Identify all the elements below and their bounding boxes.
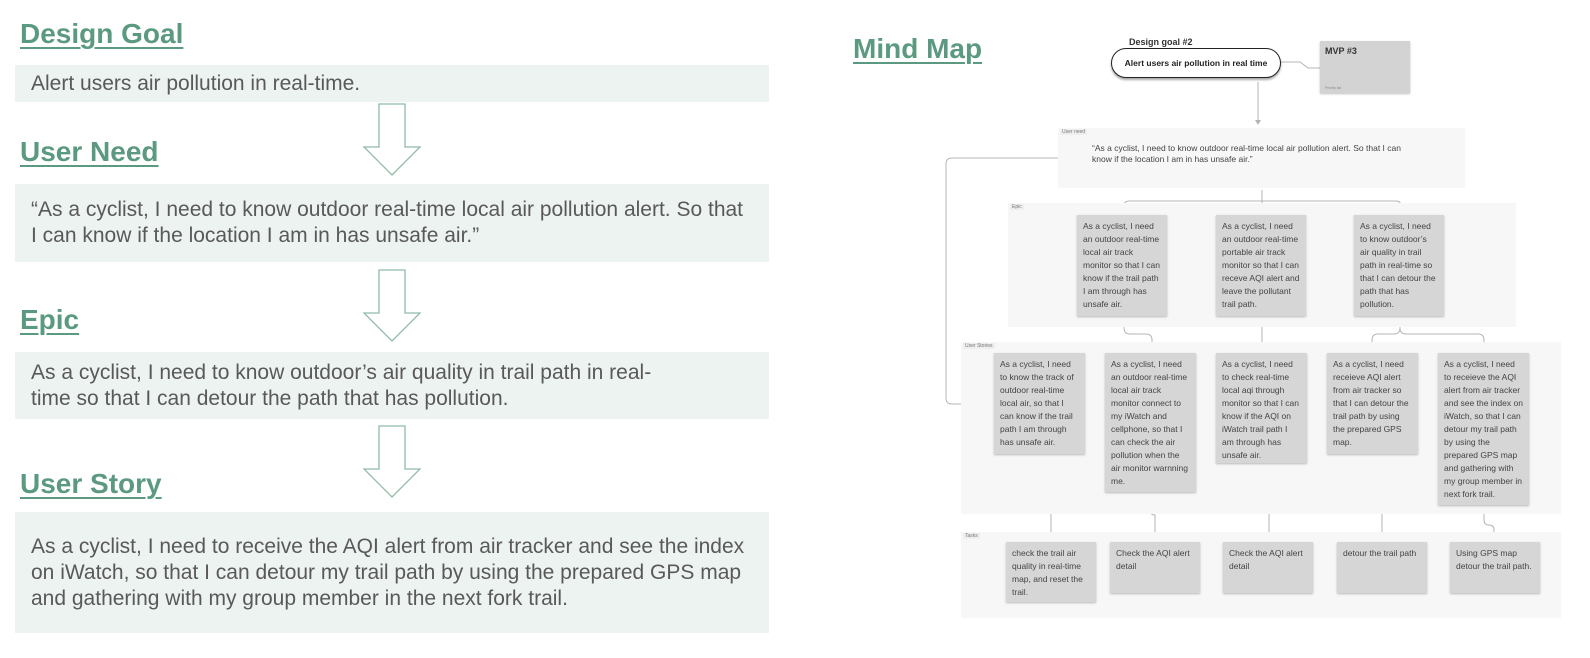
mind-map-goal-text: Alert users air pollution in real time [1124,58,1268,68]
epic-tag: Epic [1010,204,1024,210]
mvp-card: MVP #3 Priority list [1320,41,1410,93]
task-card: Check the AQI alert detail [1110,542,1200,593]
user-story-box: As a cyclist, I need to receive the AQI … [15,512,769,633]
mind-map-user-need-text: “As a cyclist, I need to know outdoor re… [1092,143,1401,164]
design-goal-text: Alert users air pollution in real-time. [31,71,361,95]
task-card: Check the AQI alert detail [1223,542,1313,593]
user-story-heading: User Story [20,468,162,499]
task-card: Using GPS map detour the trail path. [1450,542,1540,593]
design-goal-heading: Design Goal [20,18,184,49]
mind-map-heading: Mind Map [853,33,983,64]
task-card: detour the trail path [1337,542,1427,593]
epic-text: As a cyclist, I need to know outdoor’s a… [31,360,652,410]
task-card: check the trail air quality in real-time… [1006,542,1096,602]
user-story-card: As a cyclist, I need to receieve the AQI… [1438,353,1529,505]
epic-box: As a cyclist, I need to know outdoor’s a… [15,352,769,419]
mvp-sub: Priority list [1325,86,1342,90]
epic-card: As a cyclist, I need to know outdoor’s a… [1354,215,1444,316]
user-story-card: As a cyclist, I need to know the track o… [994,353,1085,454]
user-need-heading: User Need [20,136,159,167]
user-need-box: “As a cyclist, I need to know outdoor re… [15,184,769,262]
user-story-text: As a cyclist, I need to receive the AQI … [31,534,745,610]
epic-card: As a cyclist, I need an outdoor real-tim… [1077,215,1167,316]
epic-heading: Epic [20,304,80,335]
mvp-label: MVP #3 [1325,46,1357,56]
user-story-card: As a cyclist, I need an outdoor real-tim… [1105,353,1196,492]
down-arrow-icon [363,425,421,498]
mind-map-goal-label: Design goal #2 [1129,37,1193,47]
design-goal-box: Alert users air pollution in real-time. [15,65,769,102]
mind-map-goal-pill: Alert users air pollution in real time [1111,48,1281,78]
down-arrow-icon [363,103,421,176]
tasks-tag: Tasks [963,533,980,539]
down-arrow-icon [363,269,421,342]
user-need-text: “As a cyclist, I need to know outdoor re… [31,198,744,247]
user-story-card: As a cyclist, I need receieve AQI alert … [1327,353,1418,454]
user-story-card: As a cyclist, I need to check real-time … [1216,353,1307,463]
epic-card: As a cyclist, I need an outdoor real-tim… [1216,215,1306,316]
user-stories-tag: User Stories [963,343,995,349]
user-need-tag: User need [1060,129,1088,135]
user-need-section [1058,128,1465,188]
